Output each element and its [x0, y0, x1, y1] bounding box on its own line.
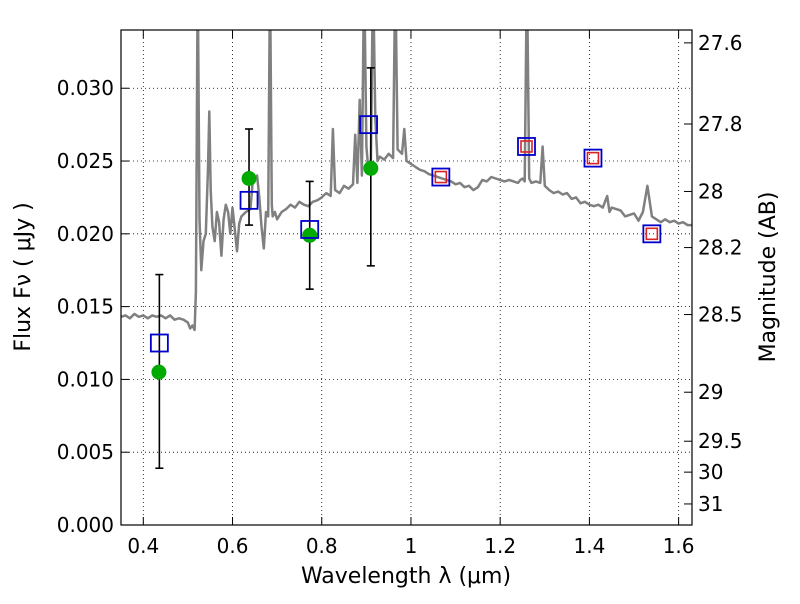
model-photometry-square [300, 220, 320, 239]
x-tick-label: 0.4 [127, 534, 159, 558]
x-tick-label: 0.6 [217, 534, 249, 558]
tick-labels: 0.4 0.6 0.8 1 1.2 1.4 1.6 0.000 0.005 0.010 0.015 0… [57, 31, 743, 558]
mag-tick-label: 28.5 [698, 303, 743, 327]
x-tick-label: 1.6 [663, 534, 695, 558]
model-photometry-square [642, 224, 662, 244]
y-tick-label: 0.000 [57, 513, 114, 537]
model-photometry-square [431, 167, 451, 187]
mag-tick-label: 30 [698, 460, 723, 484]
right-axis-label: Magnitude (AB) [756, 192, 781, 363]
x-tick-label: 0.8 [306, 534, 338, 558]
error-bars [155, 67, 375, 470]
model-photometry-square [359, 115, 378, 135]
x-tick-label: 1.4 [573, 534, 605, 558]
observed-point [151, 364, 167, 380]
y-tick-label: 0.015 [57, 295, 114, 319]
grid [121, 30, 692, 526]
model-photometry-inner-square [586, 151, 600, 165]
model-photometry-inner-square [645, 227, 659, 241]
observed-point [302, 227, 318, 243]
mag-tick-label: 29.5 [698, 429, 743, 453]
observed-point [241, 171, 257, 186]
observed-point [363, 160, 379, 176]
model-photometry-inner-square [434, 170, 448, 184]
mag-tick-label: 27.6 [698, 31, 743, 55]
mag-tick-label: 27.8 [698, 112, 743, 136]
y-tick-label: 0.020 [57, 222, 114, 246]
axis-ticks [121, 30, 692, 526]
y-tick-label: 0.025 [57, 149, 114, 173]
y-tick-label: 0.010 [57, 367, 114, 391]
y-axis-label: Flux Fν ( μJy ) [11, 202, 36, 351]
model-photometry-inner-square [520, 140, 533, 153]
model-photometry-square [239, 190, 259, 210]
mag-tick-label: 28.2 [698, 236, 743, 260]
x-axis-label: Wavelength λ (μm) [301, 564, 511, 589]
plot-frame [120, 29, 693, 526]
observed-points [151, 160, 379, 380]
model-spectrum [121, 30, 692, 332]
x-tick-label: 1 [405, 534, 418, 558]
model-photometry-square [149, 333, 169, 353]
model-photometry-square [517, 137, 536, 156]
spectrum-line [121, 30, 692, 332]
model-photometry-points [149, 115, 662, 353]
y-tick-label: 0.030 [57, 76, 114, 100]
y-tick-label: 0.005 [57, 440, 114, 464]
mag-tick-label: 31 [698, 492, 723, 516]
model-photometry-square [583, 148, 603, 168]
mag-tick-label: 29 [698, 380, 723, 404]
x-tick-label: 1.2 [484, 534, 516, 558]
mag-tick-label: 28 [698, 179, 723, 203]
